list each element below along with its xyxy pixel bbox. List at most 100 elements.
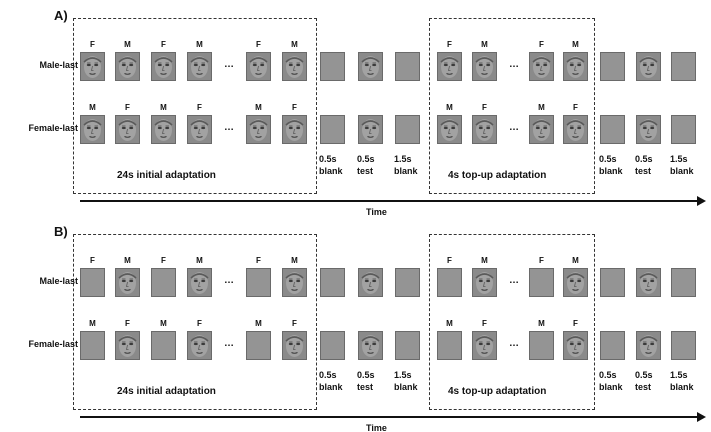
blank-square bbox=[395, 331, 420, 360]
face-icon bbox=[249, 56, 268, 78]
topup-sex-label: M bbox=[481, 256, 488, 265]
face-icon bbox=[190, 119, 209, 141]
duration-kind: blank bbox=[319, 166, 343, 176]
face-icon bbox=[532, 119, 551, 141]
blank-square bbox=[671, 268, 696, 297]
panel-label: B) bbox=[54, 224, 68, 239]
topup-face bbox=[472, 268, 497, 297]
blank-square bbox=[600, 115, 625, 144]
initial-adaptation-box bbox=[73, 234, 317, 410]
topup-sex-label: M bbox=[538, 319, 545, 328]
topup-adaptation-box bbox=[429, 234, 595, 410]
time-arrow-head-icon bbox=[697, 196, 706, 206]
face-icon bbox=[249, 119, 268, 141]
duration-label: 1.5s blank bbox=[394, 369, 418, 393]
face-icon bbox=[361, 119, 380, 141]
blank-square bbox=[320, 331, 345, 360]
initial-adaptation-box bbox=[73, 18, 317, 194]
adaptor-sex-label: M bbox=[255, 103, 262, 112]
adaptor-blank bbox=[246, 331, 271, 360]
adaptor-sex-label: M bbox=[291, 40, 298, 49]
topup-blank bbox=[437, 331, 462, 360]
adaptor-sex-label: M bbox=[124, 256, 131, 265]
duration-kind: blank bbox=[670, 382, 694, 392]
face-icon bbox=[118, 335, 137, 357]
face-icon bbox=[190, 56, 209, 78]
topup-sex-label: F bbox=[447, 40, 452, 49]
topup-face bbox=[472, 52, 497, 81]
ellipsis: … bbox=[509, 275, 519, 286]
face-icon bbox=[118, 119, 137, 141]
face-icon bbox=[475, 56, 494, 78]
duration-value: 1.5s bbox=[670, 370, 688, 380]
duration-kind: blank bbox=[599, 166, 623, 176]
duration-label: 0.5s blank bbox=[599, 369, 623, 393]
topup-sex-label: F bbox=[539, 256, 544, 265]
adaptor-blank bbox=[246, 268, 271, 297]
face-icon bbox=[566, 119, 585, 141]
adaptor-face bbox=[246, 52, 271, 81]
blank-square bbox=[320, 115, 345, 144]
topup-sex-label: M bbox=[538, 103, 545, 112]
row-label: Male-last bbox=[39, 276, 78, 286]
adaptor-face bbox=[151, 52, 176, 81]
face-icon bbox=[566, 335, 585, 357]
blank-square bbox=[395, 52, 420, 81]
blank-square bbox=[395, 115, 420, 144]
adaptor-sex-label: F bbox=[292, 319, 297, 328]
topup-sex-label: M bbox=[481, 40, 488, 49]
duration-label: 1.5s blank bbox=[670, 369, 694, 393]
blank-square bbox=[600, 52, 625, 81]
adaptor-sex-label: M bbox=[160, 103, 167, 112]
topup-adaptation-label: 4s top-up adaptation bbox=[448, 386, 547, 397]
topup-sex-label: M bbox=[572, 256, 579, 265]
duration-value: 0.5s bbox=[319, 154, 337, 164]
time-axis bbox=[80, 416, 697, 418]
duration-value: 0.5s bbox=[599, 370, 617, 380]
topup-sex-label: F bbox=[482, 103, 487, 112]
topup-adaptation-box bbox=[429, 18, 595, 194]
duration-label: 1.5s blank bbox=[670, 153, 694, 177]
topup-face bbox=[563, 115, 588, 144]
duration-kind: test bbox=[635, 382, 652, 392]
topup-face bbox=[529, 52, 554, 81]
face-icon bbox=[154, 119, 173, 141]
test-face bbox=[358, 268, 383, 297]
face-icon bbox=[190, 272, 209, 294]
face-icon bbox=[639, 272, 658, 294]
ellipsis: … bbox=[509, 59, 519, 70]
row-label: Female-last bbox=[28, 339, 78, 349]
face-icon bbox=[285, 335, 304, 357]
duration-value: 0.5s bbox=[319, 370, 337, 380]
adaptor-sex-label: M bbox=[291, 256, 298, 265]
face-icon bbox=[440, 56, 459, 78]
time-axis-label: Time bbox=[366, 423, 387, 432]
topup-sex-label: M bbox=[446, 319, 453, 328]
face-icon bbox=[639, 335, 658, 357]
topup-face bbox=[529, 115, 554, 144]
face-icon bbox=[639, 56, 658, 78]
adaptor-face bbox=[187, 331, 212, 360]
face-icon bbox=[83, 56, 102, 78]
ellipsis: … bbox=[224, 275, 234, 286]
time-arrow-head-icon bbox=[697, 412, 706, 422]
adaptor-face bbox=[187, 268, 212, 297]
topup-blank bbox=[529, 268, 554, 297]
adaptor-sex-label: M bbox=[196, 256, 203, 265]
adaptor-sex-label: M bbox=[124, 40, 131, 49]
duration-kind: blank bbox=[394, 382, 418, 392]
face-icon bbox=[475, 335, 494, 357]
face-icon bbox=[566, 272, 585, 294]
adaptor-sex-label: M bbox=[160, 319, 167, 328]
face-icon bbox=[475, 119, 494, 141]
face-icon bbox=[361, 335, 380, 357]
duration-kind: blank bbox=[394, 166, 418, 176]
time-axis bbox=[80, 200, 697, 202]
ellipsis: … bbox=[224, 122, 234, 133]
face-icon bbox=[154, 56, 173, 78]
initial-adaptation-label: 24s initial adaptation bbox=[117, 386, 216, 397]
adaptor-blank bbox=[151, 331, 176, 360]
adaptor-blank bbox=[151, 268, 176, 297]
duration-kind: blank bbox=[670, 166, 694, 176]
topup-blank bbox=[437, 268, 462, 297]
